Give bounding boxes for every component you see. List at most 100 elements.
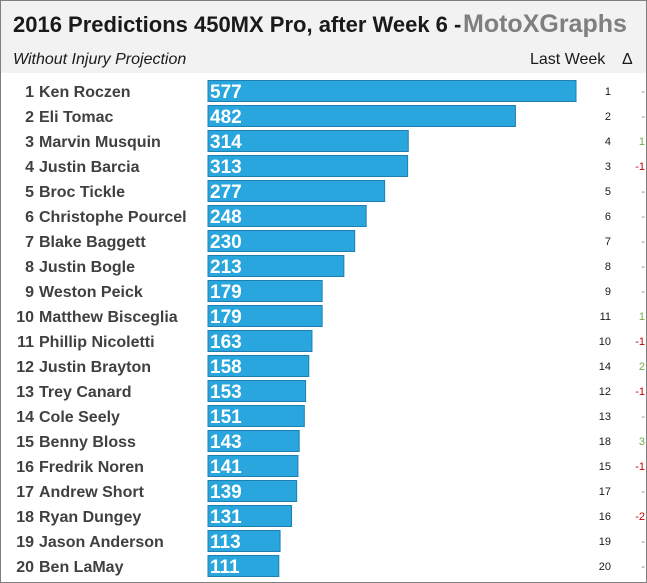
bar (207, 205, 367, 227)
title-bar: 2016 Predictions 450MX Pro, after Week 6… (1, 1, 646, 46)
last-week-rank: 16 (599, 511, 611, 523)
bar (207, 305, 323, 327)
rider-name: Cole Seely (39, 409, 120, 426)
rider-name: Matthew Bisceglia (39, 309, 178, 326)
delta-column-header: Δ (622, 51, 633, 68)
bar-value-label: 153 (210, 382, 242, 403)
bar-value-label: 230 (210, 232, 242, 253)
bar-value-label: 141 (210, 457, 242, 478)
rank-change: 1 (639, 311, 645, 323)
rider-name: Ken Roczen (39, 84, 131, 101)
rank-label: 5 (25, 184, 34, 201)
chart-subtitle: Without Injury Projection (13, 51, 187, 68)
rank-label: 19 (16, 534, 34, 551)
last-week-rank: 9 (605, 286, 611, 298)
bar-value-label: 313 (210, 157, 242, 178)
bar-value-label: 111 (210, 557, 240, 578)
rider-name: Jason Anderson (39, 534, 164, 551)
last-week-rank: 4 (605, 136, 611, 148)
last-week-rank: 10 (599, 336, 611, 348)
last-week-rank: 12 (599, 386, 611, 398)
rank-label: 2 (25, 109, 34, 126)
bar-value-label: 314 (210, 132, 242, 153)
bar-value-label: 158 (210, 357, 242, 378)
bar-value-label: 179 (210, 282, 242, 303)
rider-name: Christophe Pourcel (39, 209, 187, 226)
rank-label: 13 (16, 384, 34, 401)
brand-logo-text: MotoXGraphs (463, 10, 627, 38)
rank-change: -1 (635, 161, 645, 173)
bar-value-label: 131 (210, 507, 242, 528)
rank-label: 18 (16, 509, 34, 526)
bar (207, 130, 409, 152)
rank-label: 4 (25, 159, 34, 176)
last-week-rank: 5 (605, 186, 611, 198)
bar (207, 355, 310, 377)
subtitle-bar: Without Injury Projection Last Week Δ (1, 46, 646, 73)
rank-change: - (641, 536, 645, 548)
last-week-rank: 6 (605, 211, 611, 223)
chart-title: 2016 Predictions 450MX Pro, after Week 6… (13, 12, 462, 37)
bar-value-label: 151 (210, 407, 242, 428)
rider-name: Blake Baggett (39, 234, 146, 251)
rank-label: 12 (16, 359, 34, 376)
rank-label: 11 (17, 334, 34, 351)
rank-change: - (641, 486, 645, 498)
rank-label: 17 (16, 484, 34, 501)
last-week-rank: 3 (605, 161, 611, 173)
rider-name: Fredrik Noren (39, 459, 144, 476)
rank-change: -1 (635, 386, 645, 398)
last-week-rank: 20 (599, 561, 611, 573)
bar (207, 105, 516, 127)
bar (207, 330, 313, 352)
rank-label: 16 (16, 459, 34, 476)
rank-change: - (641, 211, 645, 223)
rank-change: - (641, 186, 645, 198)
rider-name: Trey Canard (39, 384, 131, 401)
bar (207, 555, 280, 577)
rank-label: 9 (25, 284, 34, 301)
rider-name: Phillip Nicoletti (39, 334, 155, 351)
bar-value-label: 163 (210, 332, 242, 353)
rank-change: - (641, 286, 645, 298)
last-week-rank: 15 (599, 461, 611, 473)
rank-label: 3 (25, 134, 34, 151)
rider-name: Justin Bogle (39, 259, 135, 276)
bar (207, 280, 323, 302)
rank-change: - (641, 561, 645, 573)
rider-name: Weston Peick (39, 284, 143, 301)
last-week-rank: 19 (599, 536, 611, 548)
bar (207, 180, 386, 202)
last-week-rank: 14 (599, 361, 611, 373)
rank-change: - (641, 261, 645, 273)
bar (207, 530, 281, 552)
bar (207, 230, 356, 252)
bar-value-label: 248 (210, 207, 242, 228)
rank-change: -2 (635, 511, 645, 523)
bar-value-label: 139 (210, 482, 242, 503)
last-week-rank: 18 (599, 436, 611, 448)
bar-value-label: 213 (210, 257, 242, 278)
rider-name: Ryan Dungey (39, 509, 141, 526)
rank-change: - (641, 111, 645, 123)
rider-name: Eli Tomac (39, 109, 113, 126)
rank-label: 1 (25, 84, 34, 101)
bar-value-label: 113 (210, 532, 241, 553)
rider-name: Broc Tickle (39, 184, 125, 201)
last-week-rank: 8 (605, 261, 611, 273)
bar (207, 505, 293, 527)
rank-change: - (641, 86, 645, 98)
rank-change: - (641, 236, 645, 248)
rider-name: Justin Brayton (39, 359, 151, 376)
rank-change: 2 (639, 361, 645, 373)
bar (207, 480, 298, 502)
bar (207, 455, 299, 477)
rank-label: 14 (16, 409, 34, 426)
last-week-rank: 1 (605, 86, 611, 98)
rank-label: 10 (16, 309, 34, 326)
rank-change: -1 (635, 336, 645, 348)
rank-change: 1 (639, 136, 645, 148)
bar-value-label: 577 (210, 82, 242, 103)
